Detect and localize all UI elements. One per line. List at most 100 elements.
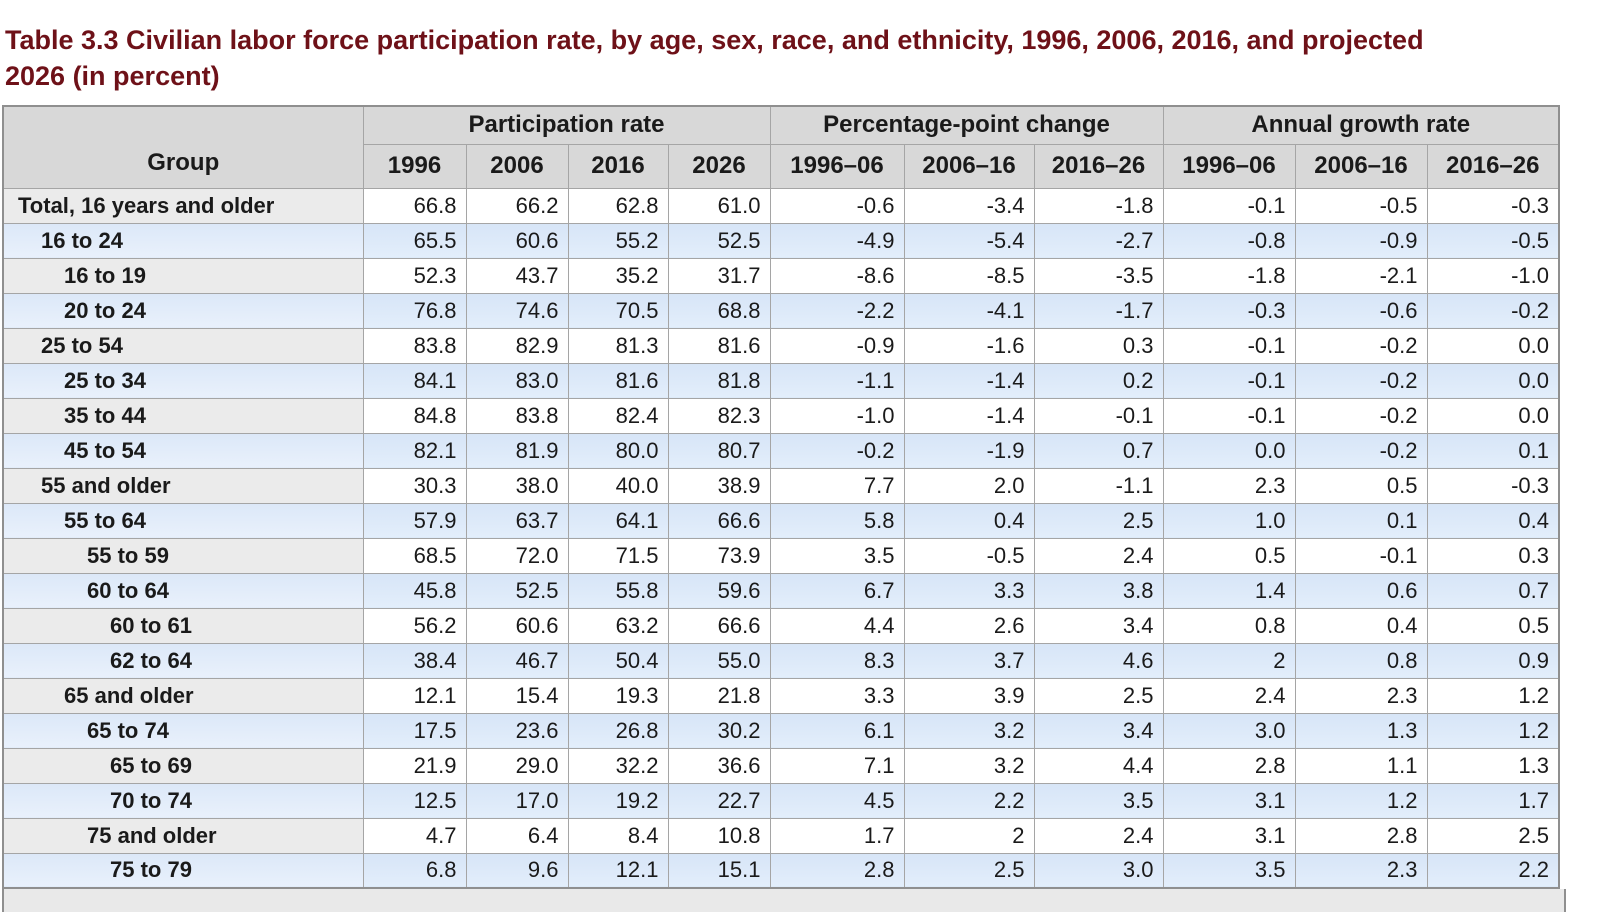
value-cell: 3.3 — [769, 677, 905, 714]
page-title-line1: Table 3.3 Civilian labor force participa… — [5, 25, 1424, 55]
value-cell: 17.0 — [465, 782, 569, 819]
value-cell: 52.5 — [667, 222, 771, 259]
value-cell: -1.1 — [769, 362, 905, 399]
table-row: 16 to 19 52.3 43.7 35.2 31.7 -8.6 -8.5 -3.5 -1.8… — [2, 257, 1560, 294]
value-cell: 19.3 — [567, 677, 669, 714]
value-cell: 66.8 — [362, 187, 467, 224]
table-body: Total, 16 years and older 66.8 66.2 62.8 61.… — [2, 187, 1560, 889]
value-cell: 0.5 — [1426, 607, 1560, 644]
value-cell: 3.5 — [1033, 782, 1164, 819]
value-cell: 1.7 — [1426, 782, 1560, 819]
value-cell: 12.1 — [567, 852, 669, 889]
row-label: Total, 16 years and older — [2, 187, 364, 224]
table-row: 65 to 69 21.9 29.0 32.2 36.6 7.1 3.2 4.4 2.8 1.1 1… — [2, 747, 1560, 784]
value-cell: 4.6 — [1033, 642, 1164, 679]
value-cell: 65.5 — [362, 222, 467, 259]
value-cell: -0.2 — [1294, 362, 1428, 399]
table-header: Group Participation rate Percentage-poin… — [2, 105, 1560, 189]
value-cell: 0.1 — [1426, 432, 1560, 469]
value-cell: 2 — [903, 817, 1035, 854]
value-cell: 52.3 — [362, 257, 467, 294]
value-cell: 4.7 — [362, 817, 467, 854]
value-cell: 21.9 — [362, 747, 467, 784]
value-cell: 3.3 — [903, 572, 1035, 609]
value-cell: 1.3 — [1426, 747, 1560, 784]
value-cell: 52.5 — [465, 572, 569, 609]
value-cell: 0.3 — [1033, 327, 1164, 364]
value-cell: 50.4 — [567, 642, 669, 679]
value-cell: -8.5 — [903, 257, 1035, 294]
value-cell: 66.6 — [667, 607, 771, 644]
value-cell: -1.6 — [903, 327, 1035, 364]
value-cell: -1.8 — [1162, 257, 1296, 294]
value-cell: 3.7 — [903, 642, 1035, 679]
value-cell: -0.2 — [1294, 327, 1428, 364]
value-cell: 3.0 — [1033, 852, 1164, 889]
row-label: 75 to 79 — [2, 852, 364, 889]
value-cell: 83.8 — [362, 327, 467, 364]
value-cell: 30.2 — [667, 712, 771, 749]
column-header-2006-16: 2006–16 — [903, 143, 1035, 189]
table-row: 70 to 74 12.5 17.0 19.2 22.7 4.5 2.2 3.5 3.1 1.2 1… — [2, 782, 1560, 819]
value-cell: 74.6 — [465, 292, 569, 329]
value-cell: 6.1 — [769, 712, 905, 749]
value-cell: -0.6 — [1294, 292, 1428, 329]
value-cell: 62.8 — [567, 187, 669, 224]
column-header-group: Group — [2, 105, 364, 189]
page-title: Table 3.3 Civilian labor force participa… — [0, 0, 1598, 105]
column-header-1996-06: 1996–06 — [1162, 143, 1296, 189]
value-cell: -0.1 — [1162, 187, 1296, 224]
value-cell: -0.1 — [1162, 327, 1296, 364]
value-cell: 46.7 — [465, 642, 569, 679]
value-cell: 3.8 — [1033, 572, 1164, 609]
table-row: 35 to 44 84.8 83.8 82.4 82.3 -1.0 -1.4 -0.1 -0.1… — [2, 397, 1560, 434]
value-cell: 76.8 — [362, 292, 467, 329]
table-row: 55 to 59 68.5 72.0 71.5 73.9 3.5 -0.5 2.4 0.5 -0.… — [2, 537, 1560, 574]
value-cell: 1.4 — [1162, 572, 1296, 609]
value-cell: -1.4 — [903, 362, 1035, 399]
value-cell: 35.2 — [567, 257, 669, 294]
table-row: 65 and older 12.1 15.4 19.3 21.8 3.3 3.9 2.5 2.4… — [2, 677, 1560, 714]
value-cell: 0.8 — [1294, 642, 1428, 679]
value-cell: 3.9 — [903, 677, 1035, 714]
value-cell: 8.3 — [769, 642, 905, 679]
value-cell: 2 — [1162, 642, 1296, 679]
value-cell: 15.4 — [465, 677, 569, 714]
value-cell: 81.6 — [667, 327, 771, 364]
value-cell: 12.1 — [362, 677, 467, 714]
value-cell: 0.5 — [1294, 467, 1428, 504]
value-cell: 2.5 — [1033, 677, 1164, 714]
column-header-2006: 2006 — [465, 143, 569, 189]
value-cell: 2.8 — [1294, 817, 1428, 854]
value-cell: 66.6 — [667, 502, 771, 539]
table-row: Total, 16 years and older 66.8 66.2 62.8 61.… — [2, 187, 1560, 224]
value-cell: -4.9 — [769, 222, 905, 259]
value-cell: 5.8 — [769, 502, 905, 539]
value-cell: 60.6 — [465, 607, 569, 644]
value-cell: 0.0 — [1426, 362, 1560, 399]
value-cell: 4.5 — [769, 782, 905, 819]
column-group-annual-growth-rate: Annual growth rate — [1162, 105, 1560, 145]
value-cell: 55.0 — [667, 642, 771, 679]
header-year-row: 1996 2006 2016 2026 1996–06 2006–16 2016–26 199… — [3, 143, 1560, 189]
value-cell: 7.7 — [769, 467, 905, 504]
value-cell: 23.6 — [465, 712, 569, 749]
value-cell: -1.0 — [1426, 257, 1560, 294]
value-cell: 3.4 — [1033, 607, 1164, 644]
table-row: 25 to 54 83.8 82.9 81.3 81.6 -0.9 -1.6 0.3 -0.1-… — [2, 327, 1560, 364]
row-label: 75 and older — [2, 817, 364, 854]
value-cell: 64.1 — [567, 502, 669, 539]
value-cell: -0.1 — [1162, 397, 1296, 434]
table-row: 62 to 64 38.4 46.7 50.4 55.0 8.3 3.7 4.6 2 0.8 0.9 — [2, 642, 1560, 679]
value-cell: -3.4 — [903, 187, 1035, 224]
column-group-participation-rate: Participation rate — [362, 105, 771, 145]
value-cell: 81.8 — [667, 362, 771, 399]
value-cell: 83.8 — [465, 397, 569, 434]
value-cell: 0.0 — [1162, 432, 1296, 469]
value-cell: 68.8 — [667, 292, 771, 329]
column-header-2016-26: 2016–26 — [1033, 143, 1164, 189]
value-cell: 0.7 — [1426, 572, 1560, 609]
column-group-percentage-point-change: Percentage-point change — [769, 105, 1164, 145]
value-cell: 2.8 — [1162, 747, 1296, 784]
